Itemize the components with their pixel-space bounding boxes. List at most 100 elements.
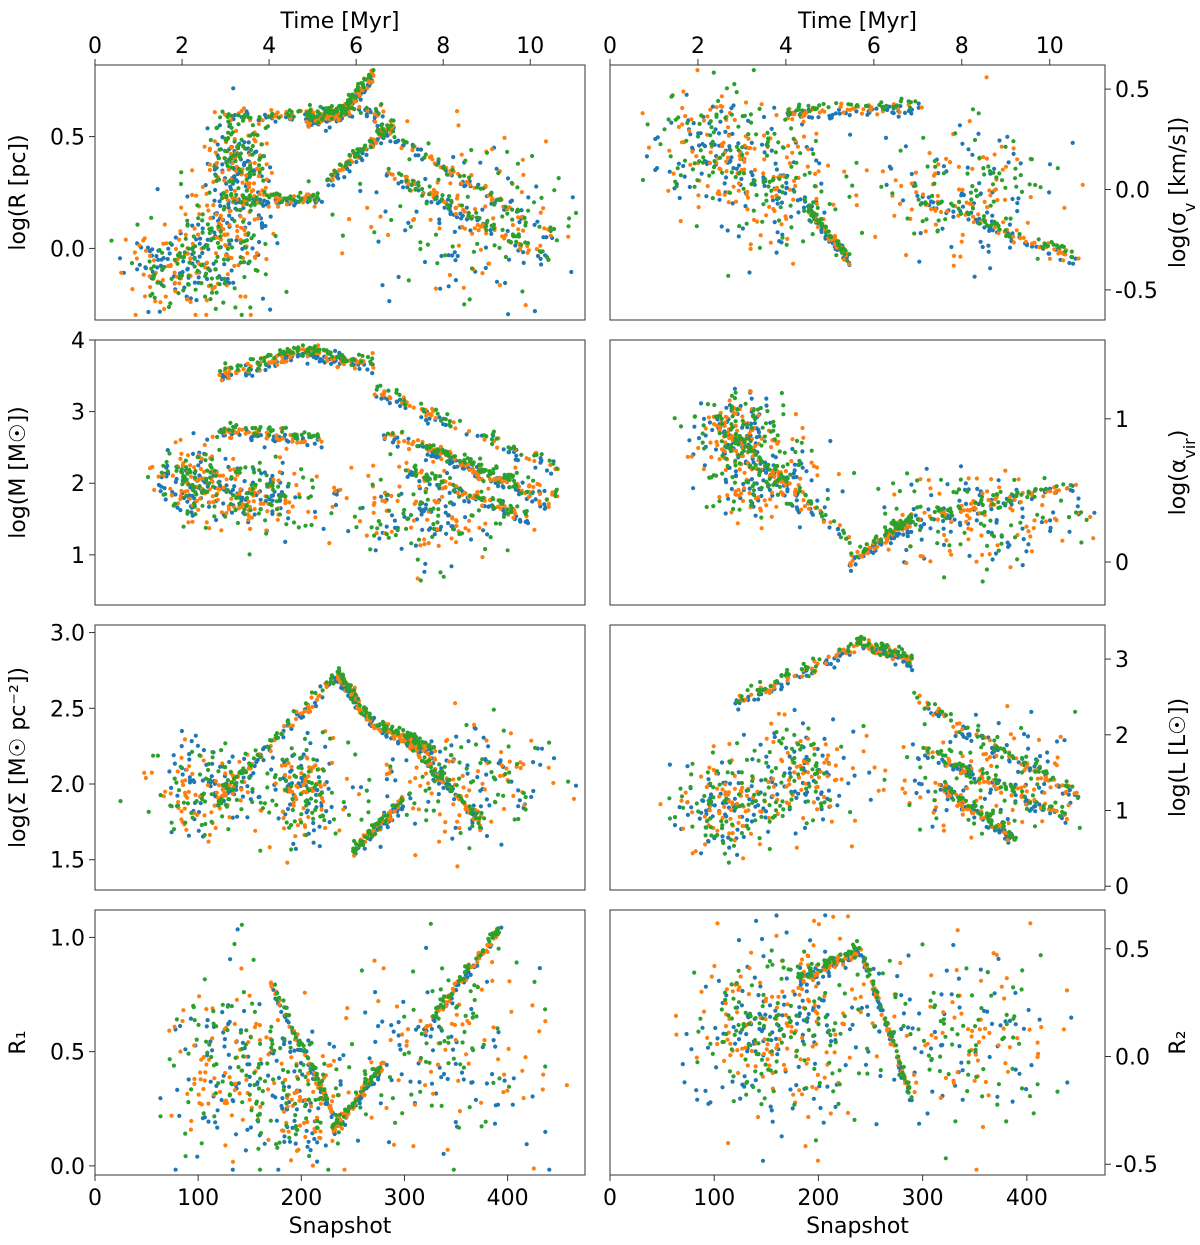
data-point	[386, 508, 391, 513]
data-point	[357, 104, 362, 109]
data-point	[673, 179, 678, 184]
data-point	[725, 228, 730, 233]
data-point	[246, 185, 252, 190]
data-point	[916, 105, 921, 110]
data-point	[848, 563, 854, 568]
data-point	[347, 97, 352, 103]
data-point	[315, 191, 320, 196]
data-point	[200, 218, 205, 223]
data-point	[215, 434, 220, 440]
data-point	[492, 243, 497, 248]
data-point	[430, 534, 435, 540]
data-point	[373, 106, 378, 112]
data-point	[358, 188, 363, 194]
data-point	[795, 144, 801, 149]
data-point	[788, 187, 793, 192]
data-point	[834, 101, 839, 106]
data-point	[764, 396, 769, 401]
data-point	[296, 199, 301, 204]
data-point	[933, 222, 939, 227]
data-point	[698, 148, 703, 153]
data-point	[239, 137, 244, 142]
data-point	[251, 233, 256, 238]
data-point	[861, 107, 866, 112]
data-point	[538, 210, 543, 215]
data-point	[749, 477, 755, 482]
data-point	[274, 433, 279, 438]
data-point	[310, 193, 315, 198]
data-point	[737, 224, 742, 229]
data-point	[413, 467, 418, 472]
data-point	[697, 159, 702, 164]
data-point	[448, 172, 453, 177]
data-point	[199, 263, 204, 268]
data-point	[256, 174, 261, 179]
data-point	[204, 298, 209, 303]
data-point	[1005, 540, 1010, 545]
data-point	[567, 216, 572, 221]
data-point	[982, 172, 987, 177]
data-point	[696, 205, 701, 210]
data-point	[436, 157, 441, 162]
data-point	[286, 509, 291, 514]
data-point	[506, 312, 511, 317]
data-point	[517, 220, 522, 225]
data-point	[826, 105, 831, 110]
data-point	[274, 507, 279, 512]
data-point	[735, 521, 740, 526]
data-point	[539, 452, 544, 457]
data-point	[970, 152, 975, 157]
data-point	[840, 489, 845, 494]
data-point	[434, 162, 440, 167]
data-point	[734, 90, 739, 95]
data-point	[172, 280, 178, 285]
data-point	[204, 260, 210, 265]
data-point	[806, 147, 811, 152]
data-point	[182, 250, 187, 255]
data-point	[1020, 514, 1025, 520]
data-point	[695, 68, 700, 73]
data-point	[464, 205, 469, 210]
data-point	[692, 161, 697, 166]
data-point	[758, 233, 763, 238]
data-point	[761, 133, 767, 138]
data-point	[813, 138, 819, 144]
data-point	[792, 468, 797, 473]
data-point	[815, 224, 821, 230]
data-point	[1047, 162, 1053, 167]
points-logM	[145, 343, 560, 583]
data-point	[914, 190, 919, 195]
data-point	[455, 464, 460, 469]
data-point	[297, 495, 302, 500]
data-point	[278, 348, 283, 353]
data-point	[250, 123, 255, 128]
data-point	[459, 463, 464, 468]
data-point	[465, 194, 470, 199]
data-point	[347, 217, 352, 222]
data-point	[719, 94, 725, 99]
data-point	[711, 165, 717, 170]
data-point	[535, 219, 540, 224]
data-point	[1006, 544, 1011, 550]
data-point	[280, 429, 285, 434]
data-point	[388, 139, 393, 144]
data-point	[897, 201, 903, 206]
data-point	[310, 115, 315, 120]
data-point	[404, 140, 409, 145]
data-point	[462, 173, 467, 178]
data-point	[346, 102, 351, 107]
data-point	[327, 541, 332, 546]
data-point	[850, 558, 855, 563]
data-point	[263, 518, 268, 523]
data-point	[276, 204, 281, 209]
data-point	[1076, 496, 1081, 501]
data-point	[891, 518, 896, 523]
data-point	[451, 420, 456, 425]
y-tick-label: 2	[71, 472, 85, 497]
data-point	[221, 430, 226, 435]
data-point	[681, 163, 686, 169]
data-point	[391, 118, 396, 123]
data-point	[147, 249, 152, 254]
data-point	[418, 240, 423, 245]
data-point	[814, 131, 819, 136]
